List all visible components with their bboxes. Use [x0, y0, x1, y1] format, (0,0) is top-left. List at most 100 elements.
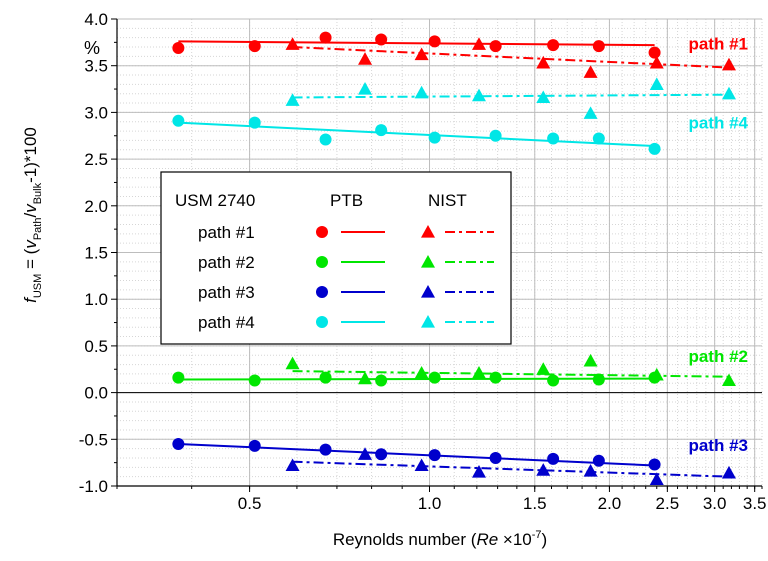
nist-point [536, 55, 551, 69]
nist-point [649, 472, 664, 486]
ptb-point [248, 374, 261, 387]
nist-point [721, 86, 736, 100]
legend-nist-marker [421, 225, 435, 238]
ptb-point [592, 132, 605, 145]
ptb-point [489, 40, 502, 53]
nist-point [721, 373, 736, 387]
nist-point [414, 85, 429, 99]
nist-point [358, 447, 373, 460]
y-tick-label: 3.5 [84, 57, 108, 76]
ptb-point [428, 35, 441, 48]
ptb-point [248, 439, 261, 452]
nist-point [536, 463, 551, 476]
ptb-point [172, 371, 185, 384]
y-axis-label-tail: -1)*100 [21, 127, 40, 183]
x-tick-label: 1.0 [418, 494, 442, 513]
x-tick-label: 3.0 [703, 494, 727, 513]
x-axis-label: Reynolds number (Re ×10-7) [333, 529, 547, 549]
legend-row-label: path #2 [198, 253, 255, 272]
axes [111, 18, 763, 492]
series-labels: path #1 path #2 path #3 path #4 [688, 34, 748, 455]
y-axis-label-bulk: Bulk [32, 182, 44, 204]
nist-point [721, 57, 736, 71]
y-tick-label: 2.0 [84, 197, 108, 216]
x-tick-label: 2.5 [656, 494, 680, 513]
nist-point [414, 458, 429, 472]
y-tick-label: 0.5 [84, 337, 108, 356]
y-tick-label: 3.0 [84, 103, 108, 122]
legend-header-nist: NIST [428, 191, 467, 210]
legend: USM 2740 PTB NIST path #1 path #2 path #3 path… [160, 171, 512, 345]
legend-nist-marker [421, 285, 435, 298]
y-axis-label-f: f [21, 296, 40, 303]
y-tick-label: -0.5 [79, 430, 108, 449]
series-label: path #3 [688, 436, 748, 455]
legend-row-label: path #3 [198, 283, 255, 302]
ptb-point [592, 40, 605, 53]
nist-point [358, 52, 373, 65]
ptb-point [547, 39, 560, 52]
x-tick-label: 0.5 [238, 494, 262, 513]
legend-ptb-marker [316, 316, 328, 328]
nist-fit-line [292, 93, 729, 99]
ptb-point [648, 458, 661, 471]
nist-point [285, 93, 300, 106]
ptb-point [547, 374, 560, 387]
y-tick-label: 1.5 [84, 244, 108, 263]
ptb-point [489, 129, 502, 142]
ptb-point [319, 31, 332, 44]
y-tick-label: -1.0 [79, 477, 108, 496]
y-axis-label: fUSM = (vPath/vBulk-1)*100 [21, 127, 44, 303]
legend-row-label: path #1 [198, 223, 255, 242]
ptb-point [428, 131, 441, 144]
nist-point [583, 106, 598, 119]
series-label: path #2 [688, 347, 748, 366]
y-axis-label-eq: = ( [21, 248, 40, 273]
nist-point [649, 367, 664, 381]
nist-point [471, 365, 486, 379]
ptb-point [248, 40, 261, 53]
nist-point [358, 371, 373, 385]
x-axis-label-exp: -7 [532, 529, 542, 541]
nist-point [414, 47, 429, 61]
nist-point [285, 356, 300, 370]
ptb-point [375, 374, 388, 387]
x-axis-label-suffix: ) [542, 530, 548, 549]
ptb-point [592, 454, 605, 467]
legend-ptb-marker [316, 256, 328, 268]
ptb-point [592, 373, 605, 386]
nist-point [583, 353, 598, 367]
ptb-point [319, 133, 332, 146]
legend-nist-marker [421, 315, 435, 328]
y-axis-label-v2: v [21, 203, 40, 213]
ptb-point [489, 451, 502, 464]
ptb-point [172, 114, 185, 127]
nist-point [285, 458, 300, 472]
nist-fit-line [292, 460, 730, 478]
series-label: path #1 [688, 34, 748, 53]
legend-ptb-marker [316, 226, 328, 238]
y-tick-label: 4.0 [84, 10, 108, 29]
nist-point [583, 65, 598, 78]
ptb-point [428, 449, 441, 462]
ptb-point [547, 452, 560, 465]
ptb-point [375, 448, 388, 461]
y-unit-label: % [84, 38, 100, 58]
y-tick-label: 1.0 [84, 290, 108, 309]
nist-fit-line [292, 46, 730, 69]
ptb-point [375, 33, 388, 46]
nist-point [649, 55, 664, 69]
ptb-point [319, 443, 332, 456]
legend-box [160, 171, 512, 345]
x-tick-label: 1.5 [523, 494, 547, 513]
nist-point [358, 82, 373, 95]
y-tick-label: 0.0 [84, 384, 108, 403]
nist-point [471, 37, 486, 50]
legend-ptb-marker [316, 286, 328, 298]
legend-header-ptb: PTB [330, 191, 363, 210]
legend-header-usm: USM 2740 [175, 191, 255, 210]
x-tick-label: 3.5 [743, 494, 767, 513]
ptb-point [172, 437, 185, 450]
nist-point [649, 77, 664, 90]
